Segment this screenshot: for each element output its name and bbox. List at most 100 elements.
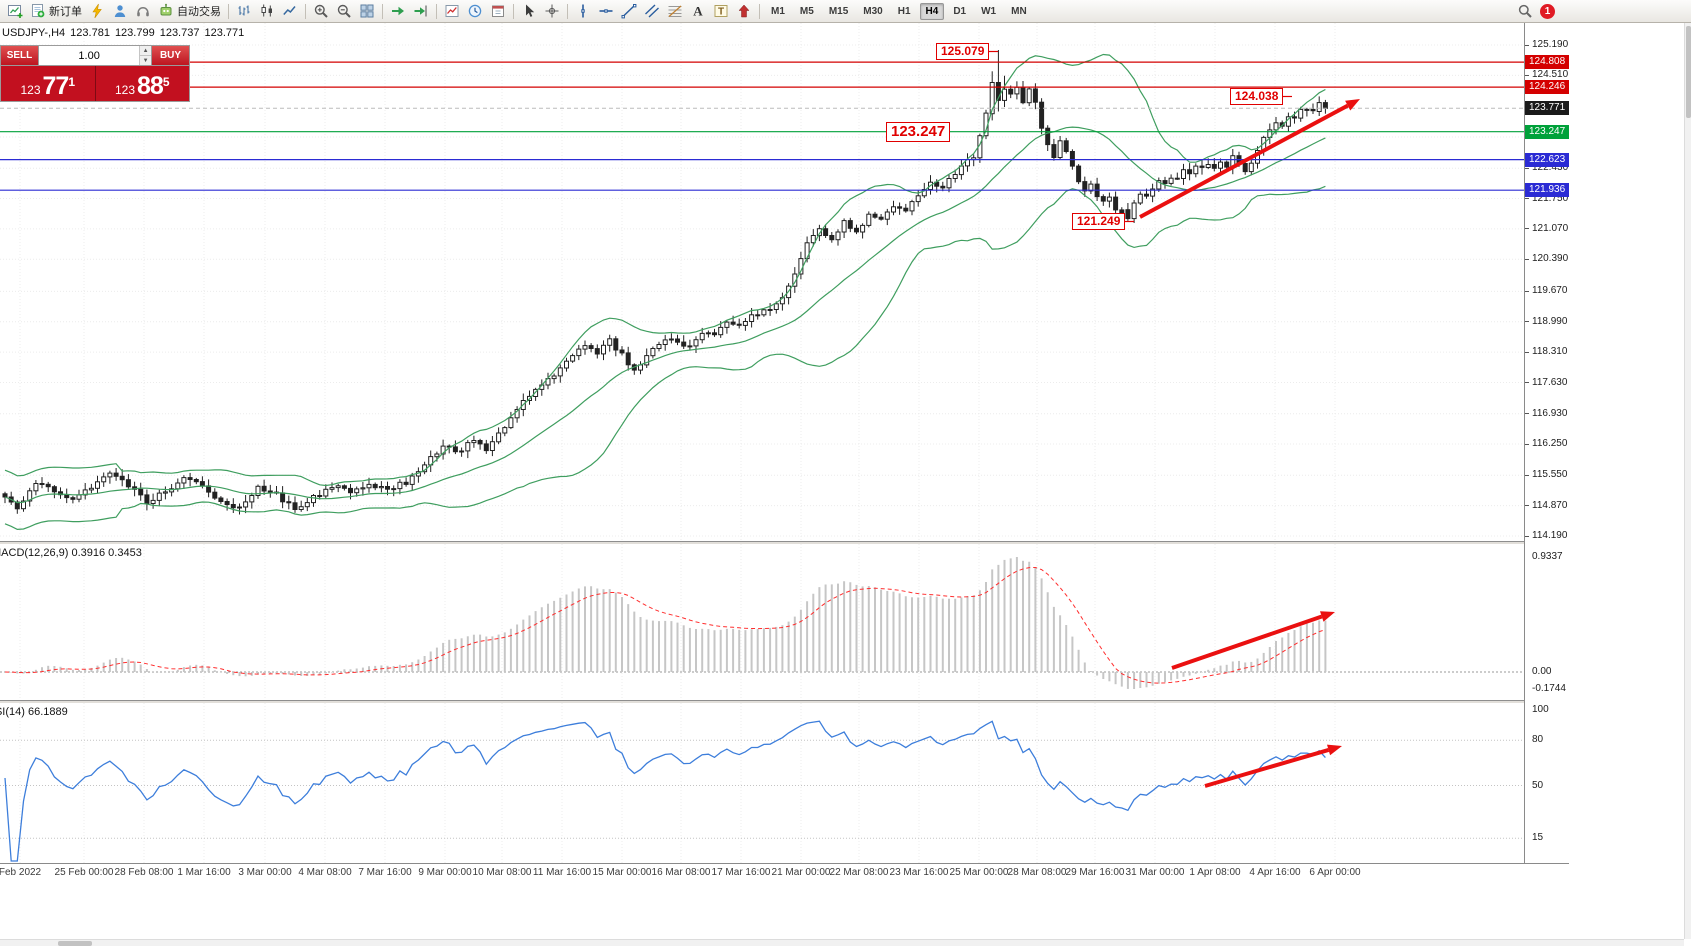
toolbar-text-label-button[interactable]: T (710, 1, 732, 21)
price-tick-mark (1525, 74, 1529, 76)
text-icon: A (690, 3, 706, 19)
toolbar-new-chart-button[interactable] (4, 1, 26, 21)
timeframe-h1-button[interactable]: H1 (897, 5, 911, 17)
rsi-scale-50: 50 (1532, 779, 1544, 791)
price-tick-mark (1525, 321, 1529, 323)
toolbar-autotrading-label: 自动交易 (177, 6, 221, 18)
toolbar-candlestick-chart-button[interactable] (256, 1, 278, 21)
zoom-out-icon (336, 3, 352, 19)
ohlc-high: 123.799 (114, 27, 155, 39)
time-scale[interactable]: Feb 2022 25 Feb 00:00 28 Feb 08:00 1 Mar 16… (0, 863, 1569, 880)
bar-chart-icon (236, 3, 252, 19)
v-scroll-thumb[interactable] (1686, 26, 1691, 118)
toolbar-templates-button[interactable] (487, 1, 509, 21)
toolbar-horizontal-line-button[interactable] (595, 1, 617, 21)
toolbar-line-chart-button[interactable] (279, 1, 301, 21)
vertical-scrollbar[interactable] (1684, 23, 1691, 939)
toolbar-tile-windows-button[interactable] (356, 1, 378, 21)
toolbar-fibonacci-button[interactable] (664, 1, 686, 21)
macd-indicator-panel[interactable] (0, 544, 1524, 700)
rsi-scale-80: 80 (1532, 734, 1544, 746)
toolbar-chart-shift-button[interactable] (410, 1, 432, 21)
h-scroll-thumb[interactable] (58, 941, 92, 946)
sell-button[interactable]: SELL (1, 46, 39, 65)
price-tick-mark (1525, 443, 1529, 445)
buy-button[interactable]: BUY (151, 46, 189, 65)
time-label-1: 25 Feb 00:00 (54, 867, 114, 878)
time-label-15: 23 Mar 16:00 (889, 867, 949, 878)
toolbar-bar-chart-button[interactable] (233, 1, 255, 21)
price-tick-mark (1525, 382, 1529, 383)
toolbar-new-order-button[interactable]: 新订单 (27, 1, 85, 21)
price-tick-124.510: 124.510 (1532, 69, 1569, 81)
timeframe-d1-button[interactable]: D1 (953, 5, 967, 17)
timeframe-mn-button[interactable]: MN (1011, 5, 1027, 17)
metaeditor-icon (89, 3, 105, 19)
toolbar-community-button[interactable] (109, 1, 131, 21)
arrows-icon (736, 3, 752, 19)
rsi-indicator-panel[interactable] (0, 703, 1524, 863)
toolbar-crosshair-button[interactable] (541, 1, 563, 21)
indicators-icon (444, 3, 460, 19)
vertical-line-icon (575, 3, 591, 19)
panel-divider[interactable] (0, 541, 1569, 544)
timeframe-w1-button[interactable]: W1 (981, 5, 997, 17)
sell-price-display[interactable]: 123 77 1 (1, 66, 95, 101)
price-tick-mark (1525, 44, 1529, 46)
toolbar-arrows-button[interactable] (733, 1, 755, 21)
toolbar-vertical-line-button[interactable] (572, 1, 594, 21)
toolbar-periods-button[interactable] (464, 1, 486, 21)
buy-price-display[interactable]: 123 88 5 (96, 66, 190, 101)
toolbar-zoom-out-button[interactable] (333, 1, 355, 21)
bollinger-middle-band (4, 126, 1326, 504)
rsi-header: RSI(14) 66.1889 (0, 706, 68, 718)
volume-decrease-button[interactable]: ▼ (140, 56, 151, 65)
horizontal-line-icon (598, 3, 614, 19)
volume-input[interactable] (39, 46, 140, 65)
panel-divider[interactable] (0, 700, 1569, 703)
price-tick-mark (1525, 198, 1529, 199)
svg-text:T: T (718, 7, 724, 18)
toolbar-metaeditor-button[interactable] (86, 1, 108, 21)
volume-increase-button[interactable]: ▲ (140, 46, 151, 56)
toolbar-right: 1 (1517, 3, 1555, 19)
timeframe-m30-button[interactable]: M30 (863, 5, 883, 17)
toolbar-text-button[interactable]: A (687, 1, 709, 21)
timeframe-m15-button[interactable]: M15 (828, 5, 849, 17)
price-annotation-124.038[interactable]: 124.038 (1230, 88, 1284, 105)
toolbar-autotrading-button[interactable]: 自动交易 (155, 1, 224, 21)
price-tick-120.390: 120.390 (1532, 253, 1569, 265)
time-label-19: 31 Mar 00:00 (1125, 867, 1185, 878)
trendline-icon (621, 3, 637, 19)
toolbar-equidistant-channel-button[interactable] (641, 1, 663, 21)
toolbar-new-order-label: 新订单 (49, 6, 82, 18)
price-annotation-123.247[interactable]: 123.247 (886, 122, 951, 142)
toolbar-auto-scroll-button[interactable] (387, 1, 409, 21)
horizontal-scrollbar[interactable] (0, 939, 1684, 946)
toolbar-support-button[interactable] (132, 1, 154, 21)
timeframe-m1-button[interactable]: M1 (771, 5, 785, 17)
support-icon (135, 3, 151, 19)
price-scale[interactable]: 125.190124.510123.130122.430121.750121.0… (1525, 23, 1569, 863)
toolbar-separator (513, 3, 514, 19)
toolbar-zoom-in-button[interactable] (310, 1, 332, 21)
auto-scroll-icon (390, 3, 406, 19)
time-label-12: 17 Mar 16:00 (711, 867, 771, 878)
price-annotation-121.249[interactable]: 121.249 (1072, 213, 1126, 230)
toolbar-trendline-button[interactable] (618, 1, 640, 21)
timeframe-m5-button[interactable]: M5 (799, 5, 814, 17)
macd-signal-line (4, 566, 1326, 684)
toolbar-cursor-button[interactable] (518, 1, 540, 21)
price-tick-mark (1525, 413, 1529, 415)
notification-badge[interactable]: 1 (1540, 3, 1555, 19)
macd-scale-0.9337: 0.9337 (1532, 551, 1563, 562)
sell-price-prefix: 123 (20, 83, 41, 97)
one-click-trading-panel: SELL ▲ ▼ BUY 123 77 1 123 (0, 45, 190, 102)
search-icon[interactable] (1517, 3, 1533, 19)
buy-price-prefix: 123 (114, 83, 136, 97)
timeframe-h4-button[interactable]: H4 (919, 2, 945, 20)
toolbar-indicators-button[interactable] (441, 1, 463, 21)
community-icon (112, 3, 128, 19)
price-annotation-125.079[interactable]: 125.079 (936, 43, 990, 60)
main-price-chart[interactable] (0, 23, 1524, 541)
